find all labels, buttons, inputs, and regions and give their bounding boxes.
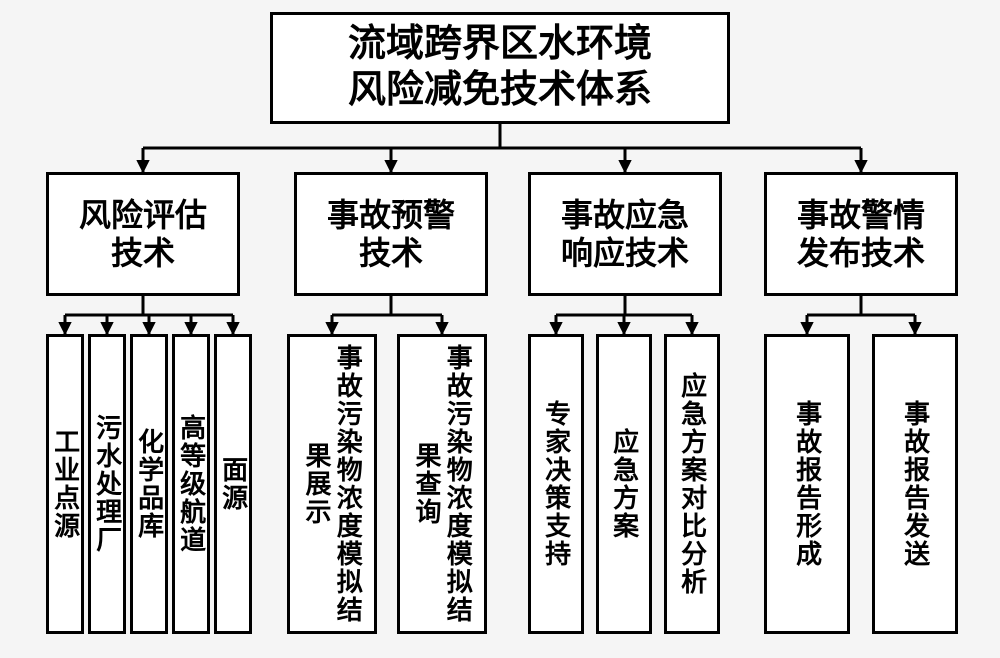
level2-risk-label: 风险评估 技术 (79, 196, 207, 273)
leaf-7-label: 专家决策支持 (540, 400, 571, 568)
leaf-10: 事故报告形成 (764, 334, 850, 634)
root-box-label: 流域跨界区水环境 风险减免技术体系 (348, 22, 652, 113)
leaf-9: 应急方案对比分析 (664, 334, 720, 634)
leaf-9-label: 应急方案对比分析 (676, 372, 707, 596)
level2-warn-label: 事故预警 技术 (327, 196, 455, 273)
leaf-11: 事故报告发送 (872, 334, 958, 634)
leaf-4-label: 面源 (217, 456, 248, 512)
leaf-11-label: 事故报告发送 (899, 400, 930, 568)
leaf-8: 应急方案 (596, 334, 652, 634)
leaf-10-label: 事故报告形成 (791, 400, 822, 568)
leaf-1: 污水处理厂 (88, 334, 126, 634)
leaf-3: 高等级航道 (172, 334, 210, 634)
level2-alert: 事故警情 发布技术 (764, 172, 958, 296)
leaf-6-label: 事故污染物浓度模拟结果查询 (411, 337, 473, 631)
level2-respond-label: 事故应急 响应技术 (561, 196, 689, 273)
leaf-0: 工业点源 (46, 334, 84, 634)
leaf-4: 面源 (214, 334, 252, 634)
level2-risk: 风险评估 技术 (46, 172, 240, 296)
level2-alert-label: 事故警情 发布技术 (797, 196, 925, 273)
leaf-2: 化学品库 (130, 334, 168, 634)
level2-respond: 事故应急 响应技术 (528, 172, 722, 296)
root-box: 流域跨界区水环境 风险减免技术体系 (270, 12, 730, 124)
leaf-1-label: 污水处理厂 (91, 414, 122, 554)
leaf-7: 专家决策支持 (528, 334, 584, 634)
leaf-3-label: 高等级航道 (175, 414, 206, 554)
leaf-2-label: 化学品库 (133, 428, 164, 540)
leaf-0-label: 工业点源 (49, 428, 80, 540)
leaf-6: 事故污染物浓度模拟结果查询 (397, 334, 487, 634)
level2-warn: 事故预警 技术 (294, 172, 488, 296)
leaf-5-label: 事故污染物浓度模拟结果展示 (301, 337, 363, 631)
leaf-8-label: 应急方案 (608, 428, 639, 540)
leaf-5: 事故污染物浓度模拟结果展示 (287, 334, 377, 634)
